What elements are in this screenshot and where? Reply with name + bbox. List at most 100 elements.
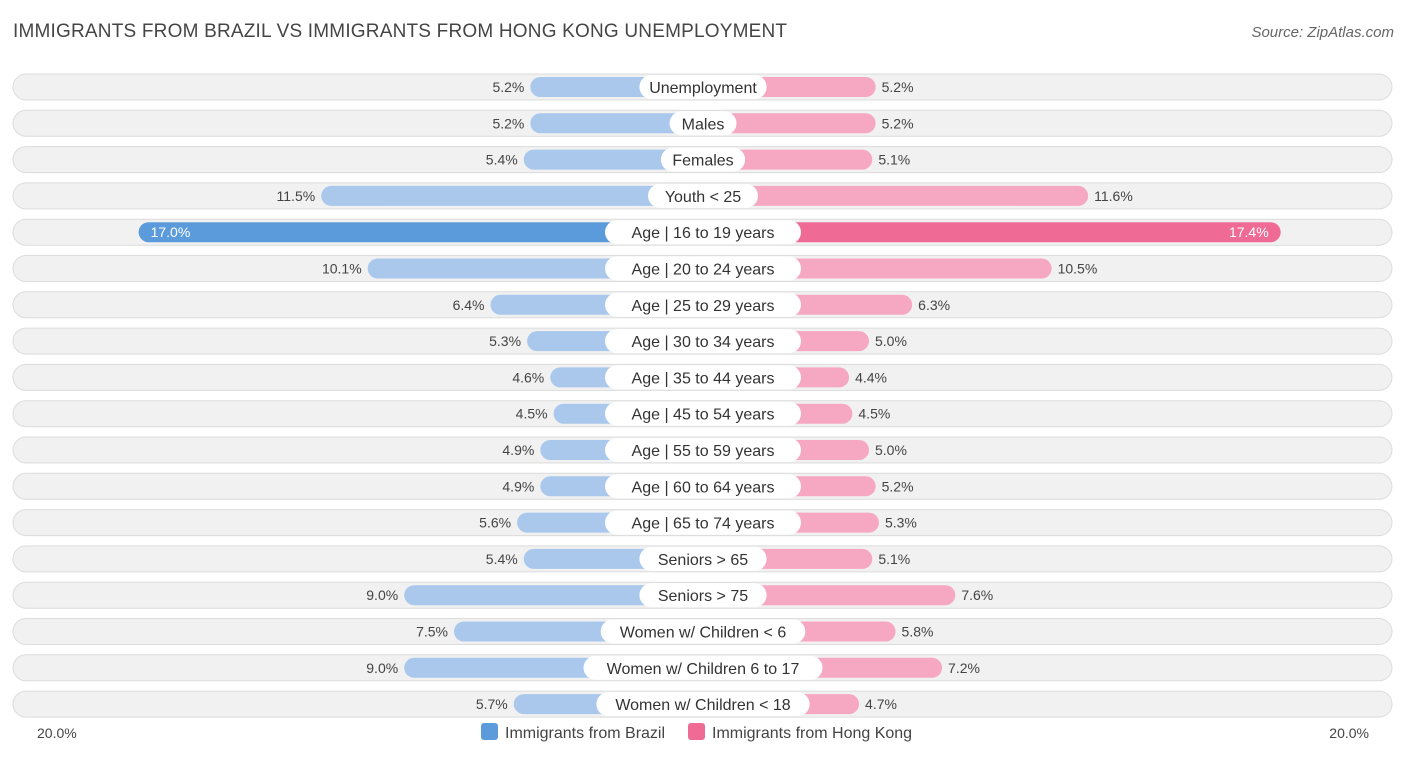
value-label-hong-kong: 5.1% [878,152,910,168]
value-label-brazil: 10.1% [322,261,362,277]
category-label: Age | 60 to 64 years [632,479,775,496]
category-label: Unemployment [649,80,757,97]
category-pill [605,474,801,499]
row-women-w-children-6-to-17: 9.0% 7.2% Women w/ Children 6 to 17 [12,654,1393,682]
value-label-brazil: 9.0% [366,587,398,603]
chart-axis: 20.0% 20.0% [37,725,1369,741]
category-label: Males [682,116,725,133]
value-label-brazil: 5.4% [486,152,518,168]
category-label: Age | 25 to 29 years [632,298,775,315]
bar-hong-kong [703,585,956,606]
category-pill [605,256,801,281]
value-label-brazil: 4.9% [502,442,534,458]
source-label: Source: ZipAtlas.com [1251,24,1394,41]
value-label-hong-kong: 4.5% [858,406,890,422]
row-age-35-to-44-years: 4.6% 4.4% Age | 35 to 44 years [12,363,1393,391]
value-label-hong-kong: 5.0% [875,442,907,458]
row-age-65-to-74-years: 5.6% 5.3% Age | 65 to 74 years [12,509,1393,537]
row-unemployment: 5.2% 5.2% Unemployment [12,73,1393,101]
value-label-hong-kong: 17.4% [1229,224,1269,240]
value-label-brazil: 9.0% [366,660,398,676]
bar-brazil [404,585,703,606]
row-youth-25: 11.5% 11.6% Youth < 25 [12,182,1393,210]
chart-title: IMMIGRANTS FROM BRAZIL VS IMMIGRANTS FRO… [13,21,788,42]
value-label-hong-kong: 5.8% [902,624,934,640]
bar-hong-kong [703,185,1089,206]
category-pill [639,583,767,608]
row-age-25-to-29-years: 6.4% 6.3% Age | 25 to 29 years [12,291,1393,319]
category-pill [669,111,737,136]
value-label-brazil: 7.5% [416,624,448,640]
bar-hong-kong [703,222,1281,243]
bar-brazil [523,149,703,170]
row-females: 5.4% 5.1% Females [12,146,1393,174]
category-pill [660,147,746,172]
category-pill [648,183,758,208]
value-label-brazil: 4.5% [516,406,548,422]
bar-hong-kong [703,113,876,134]
value-label-hong-kong: 4.7% [865,696,897,712]
row-age-30-to-34-years: 5.3% 5.0% Age | 30 to 34 years [12,327,1393,355]
axis-left-label: 20.0% [37,725,77,741]
category-pill [605,510,801,535]
category-label: Age | 55 to 59 years [632,443,775,460]
category-pill [596,692,810,717]
category-label: Women w/ Children < 18 [615,697,790,714]
legend-label-brazil: Immigrants from Brazil [505,725,665,742]
value-label-brazil: 11.5% [277,188,316,204]
value-label-hong-kong: 5.2% [882,115,914,131]
value-label-brazil: 5.7% [476,696,508,712]
category-pill [605,401,801,426]
value-label-brazil: 5.2% [492,115,524,131]
category-pill [583,655,823,680]
category-pill [605,365,801,390]
legend-swatch-brazil [481,723,498,740]
axis-right-label: 20.0% [1329,725,1369,741]
bar-brazil [530,113,703,134]
value-label-hong-kong: 5.1% [878,551,910,567]
value-label-hong-kong: 5.2% [882,478,914,494]
category-label: Women w/ Children 6 to 17 [607,661,800,678]
category-label: Age | 45 to 54 years [632,407,775,424]
category-pill [600,619,806,644]
value-label-hong-kong: 6.3% [918,297,950,313]
row-seniors-75: 9.0% 7.6% Seniors > 75 [12,581,1393,609]
value-label-hong-kong: 4.4% [855,369,887,385]
value-label-brazil: 6.4% [453,297,485,313]
category-label: Women w/ Children < 6 [620,625,787,642]
value-label-hong-kong: 5.3% [885,515,917,531]
value-label-brazil: 4.6% [512,369,544,385]
value-label-brazil: 5.2% [492,79,524,95]
value-label-brazil: 17.0% [151,224,191,240]
row-women-w-children-6: 7.5% 5.8% Women w/ Children < 6 [12,618,1393,645]
chart-legend: Immigrants from Brazil Immigrants from H… [481,723,912,742]
category-pill [605,438,801,462]
row-women-w-children-18: 5.7% 4.7% Women w/ Children < 18 [12,690,1393,718]
category-label: Age | 30 to 34 years [632,334,775,351]
row-seniors-65: 5.4% 5.1% Seniors > 65 [12,545,1393,573]
row-age-55-to-59-years: 4.9% 5.0% Age | 55 to 59 years [12,436,1393,464]
row-age-16-to-19-years: 17.0% 17.4% Age | 16 to 19 years [12,218,1393,246]
category-pill [605,220,801,245]
value-label-brazil: 5.4% [486,551,518,567]
category-label: Youth < 25 [665,189,741,206]
legend-label-hong-kong: Immigrants from Hong Kong [712,725,912,742]
chart-rows: 5.2% 5.2% Unemployment 5.2% 5.2% Males 5.4% 5.1… [12,73,1393,718]
category-label: Age | 20 to 24 years [632,262,775,279]
row-age-60-to-64-years: 4.9% 5.2% Age | 60 to 64 years [12,472,1393,500]
value-label-hong-kong: 10.5% [1058,261,1098,277]
value-label-hong-kong: 7.6% [961,587,993,603]
value-label-hong-kong: 5.0% [875,333,907,349]
value-label-brazil: 5.6% [479,515,511,531]
bar-brazil [321,185,703,206]
category-pill [639,75,767,99]
row-age-20-to-24-years: 10.1% 10.5% Age | 20 to 24 years [12,255,1393,282]
value-label-brazil: 4.9% [502,478,534,494]
bar-brazil [138,222,704,243]
category-label: Age | 35 to 44 years [632,370,775,387]
category-pill [605,329,801,354]
value-label-hong-kong: 7.2% [948,660,980,676]
category-label: Age | 16 to 19 years [632,225,775,242]
category-label: Seniors > 65 [658,552,748,569]
